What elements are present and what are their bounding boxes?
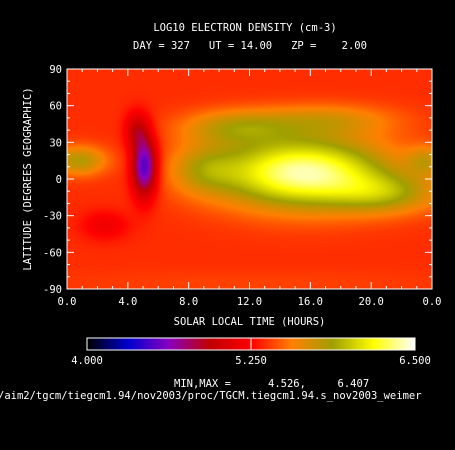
y-axis-label: LATITUDE (DEGREES GEOGRAPHIC) (22, 87, 34, 270)
y-tick-label: -90 (43, 284, 62, 296)
y-tick-label: 90 (49, 64, 62, 76)
x-tick-label: 16.0 (298, 296, 323, 308)
chart-subtitle: DAY = 327 UT = 14.00 ZP = 2.00 (133, 40, 367, 52)
y-tick-label: 60 (49, 101, 62, 113)
x-tick-label: 8.0 (179, 296, 198, 308)
y-tick-label: -60 (43, 247, 62, 259)
x-tick-label: 4.0 (118, 296, 137, 308)
colorbar-label: 4.000 (71, 355, 103, 367)
colorbar-label: 5.250 (235, 355, 267, 367)
minmax-label: MIN,MAX = (174, 378, 231, 390)
file-path: /aim2/tgcm/tiegcm1.94/nov2003/proc/TGCM.… (0, 390, 422, 402)
chart-title: LOG10 ELECTRON DENSITY (cm-3) (153, 22, 337, 34)
colorbar-label: 6.500 (399, 355, 431, 367)
x-tick-label: 12.0 (237, 296, 262, 308)
heatmap-image (67, 69, 432, 289)
x-axis-label: SOLAR LOCAL TIME (HOURS) (174, 316, 326, 328)
y-tick-label: -30 (43, 211, 62, 223)
y-tick-label: 0 (56, 174, 62, 186)
x-tick-label: 20.0 (359, 296, 384, 308)
minmax-values: 4.526, 6.407 (268, 378, 370, 390)
x-tick-label: 0.0 (423, 296, 442, 308)
y-tick-label: 30 (49, 137, 62, 149)
x-tick-label: 0.0 (58, 296, 77, 308)
